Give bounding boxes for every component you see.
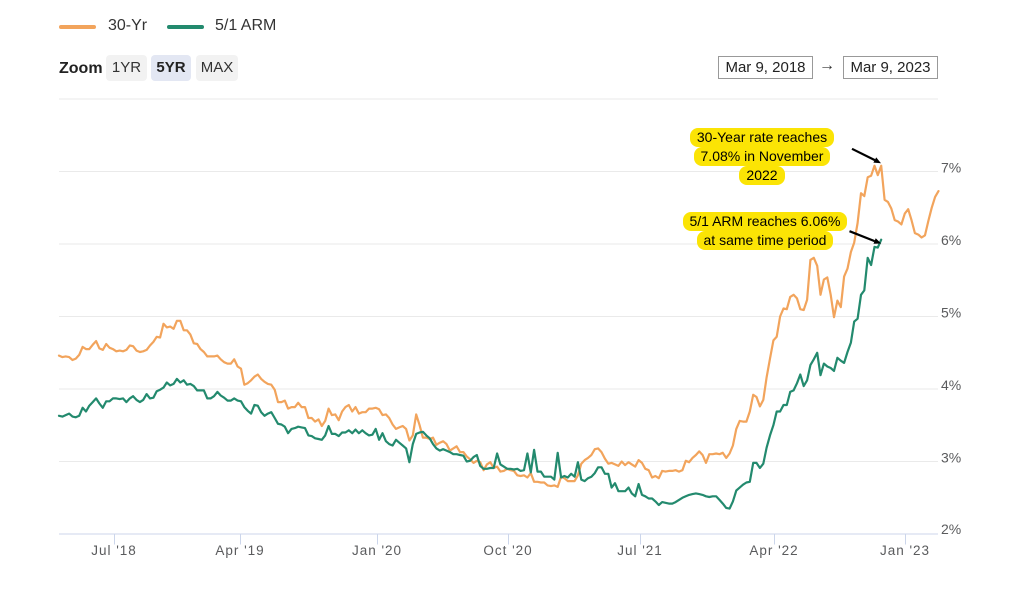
svg-text:5%: 5% [941, 305, 961, 321]
svg-text:4%: 4% [941, 377, 961, 393]
svg-text:3%: 3% [941, 450, 961, 466]
svg-text:Apr '22: Apr '22 [749, 543, 798, 558]
svg-text:Jul '21: Jul '21 [617, 543, 663, 558]
svg-text:Jan '23: Jan '23 [880, 543, 930, 558]
svg-text:2%: 2% [941, 521, 961, 537]
svg-text:7%: 7% [941, 160, 961, 176]
svg-text:6%: 6% [941, 232, 961, 248]
svg-text:Oct '20: Oct '20 [483, 543, 532, 558]
svg-text:Jan '20: Jan '20 [352, 543, 402, 558]
svg-text:Jul '18: Jul '18 [91, 543, 137, 558]
svg-text:Apr '19: Apr '19 [215, 543, 264, 558]
